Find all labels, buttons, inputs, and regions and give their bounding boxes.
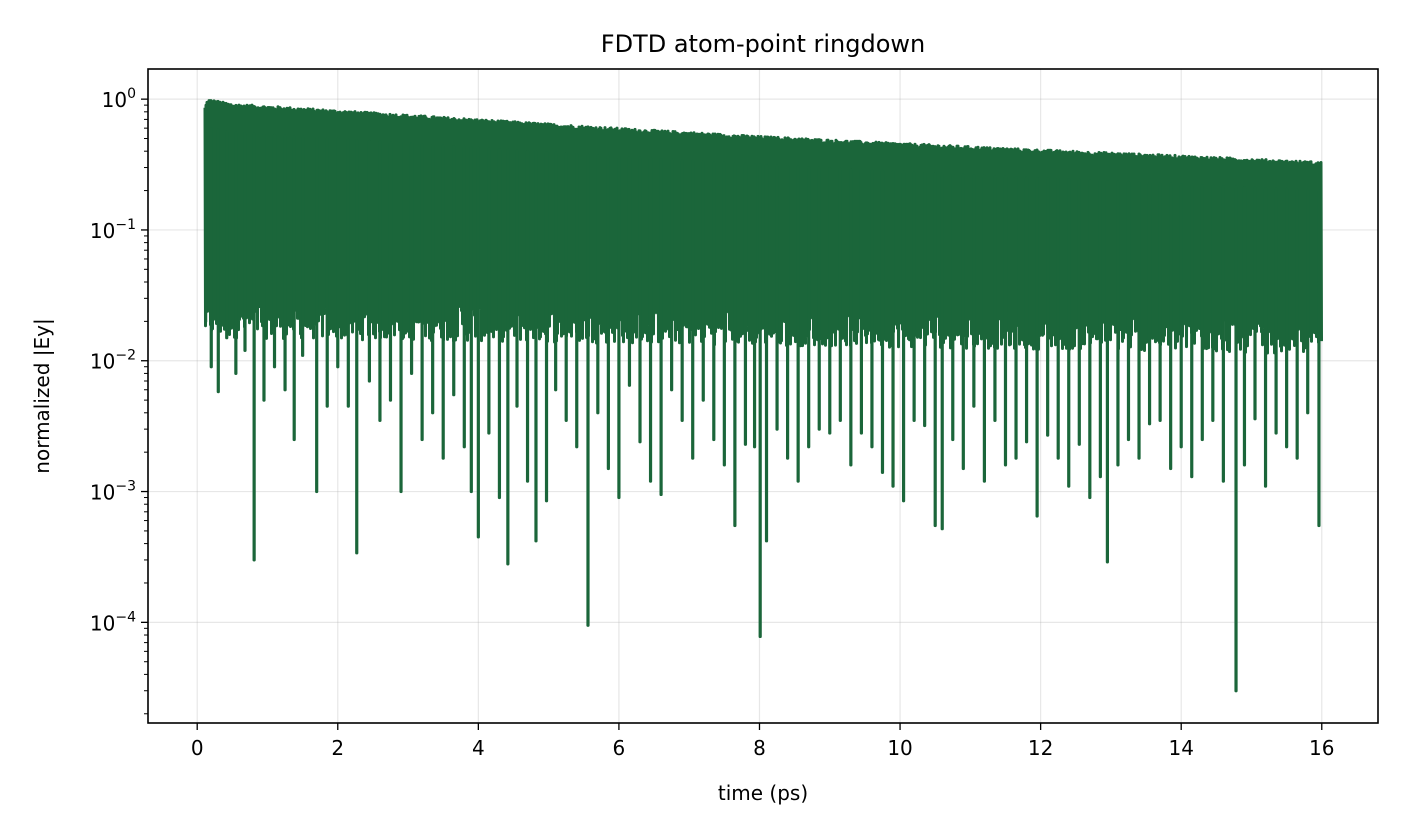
- y-tick-label: 10−3: [90, 479, 136, 505]
- chart-title: FDTD atom-point ringdown: [601, 30, 925, 58]
- y-tick-label: 10−4: [90, 609, 136, 635]
- x-axis-label: time (ps): [718, 781, 808, 805]
- x-tick-label: 2: [331, 736, 344, 760]
- x-tick-label: 16: [1309, 736, 1334, 760]
- y-tick-label: 100: [102, 86, 136, 112]
- x-tick-labels: 0 2 4 6 8 10 12 14 16: [191, 736, 1335, 760]
- x-tick-label: 12: [1028, 736, 1053, 760]
- tick-marks: [141, 98, 1323, 730]
- y-tick-label: 10−2: [90, 348, 136, 374]
- y-axis-label: normalized |Ey|: [30, 318, 54, 473]
- series-layer: [203, 99, 1323, 693]
- x-tick-label: 0: [191, 736, 204, 760]
- x-tick-label: 8: [753, 736, 766, 760]
- y-tick-label: 10−1: [90, 217, 136, 243]
- y-tick-labels: 100 10−1 10−2 10−3 10−4: [90, 86, 136, 635]
- x-tick-label: 10: [887, 736, 912, 760]
- x-tick-label: 4: [472, 736, 485, 760]
- plot-frame: [147, 68, 1379, 724]
- x-tick-label: 6: [613, 736, 626, 760]
- x-tick-label: 14: [1168, 736, 1193, 760]
